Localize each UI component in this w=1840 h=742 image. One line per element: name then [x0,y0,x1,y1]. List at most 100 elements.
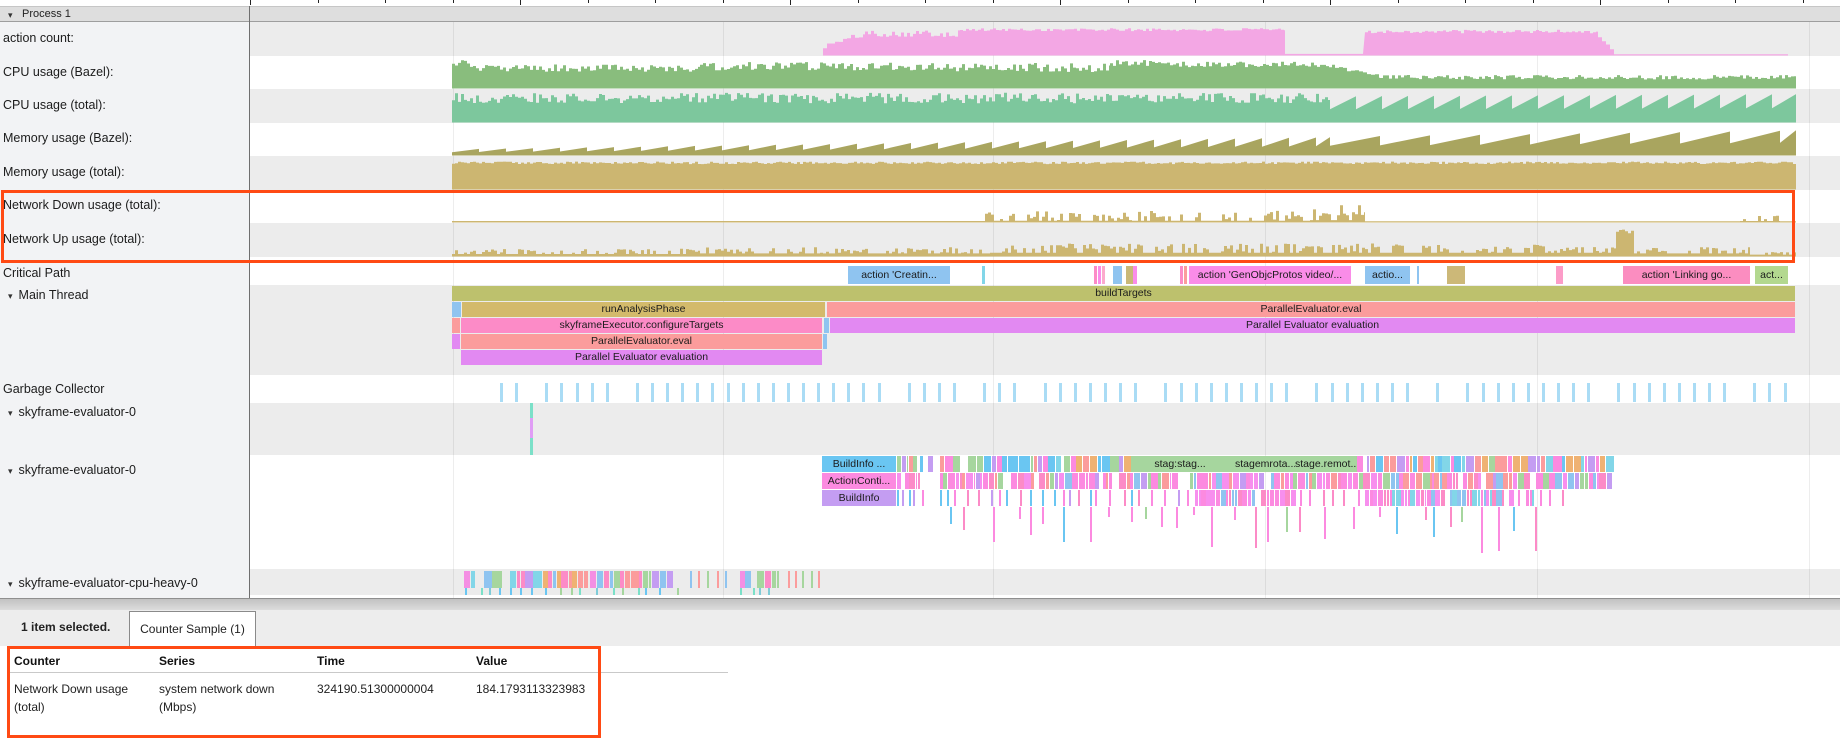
slice[interactable] [1549,473,1555,489]
cell-value[interactable]: 184.1793113323983 [476,682,586,696]
gc-event-tick[interactable] [1179,383,1183,402]
gc-event-tick[interactable] [1315,383,1319,402]
slice[interactable] [1012,456,1019,472]
collapse-icon[interactable]: ▾ [8,10,13,20]
gc-event-tick[interactable] [1013,383,1017,402]
slice[interactable] [1140,473,1148,489]
gc-event-tick[interactable] [771,383,775,402]
gc-event-tick[interactable] [1723,383,1727,402]
slice[interactable] [1286,507,1289,532]
slice[interactable] [980,473,983,489]
slice[interactable] [1156,473,1158,489]
slice[interactable] [1134,473,1141,489]
slice[interactable] [596,571,604,588]
slice[interactable] [1454,456,1462,472]
slice[interactable] [1024,473,1031,489]
slice[interactable] [963,507,966,530]
gc-event-tick[interactable] [741,383,745,402]
gc-event-tick[interactable] [515,383,519,402]
slice[interactable] [1469,490,1472,506]
slice[interactable] [579,588,581,595]
slice[interactable] [596,588,599,595]
gc-event-tick[interactable] [1270,383,1274,402]
slice[interactable] [1078,473,1086,489]
gc-event-tick[interactable] [953,383,956,402]
slice[interactable] [1209,473,1212,489]
slice[interactable] [651,571,659,588]
slice[interactable] [1322,490,1325,506]
slice[interactable] [1160,507,1163,527]
slice[interactable] [940,490,942,506]
slice[interactable] [794,571,797,588]
slice-fragment[interactable] [452,334,460,349]
slice[interactable] [1290,473,1293,489]
slice[interactable] [716,571,719,588]
slice[interactable] [1579,473,1585,489]
slice[interactable] [1405,456,1409,472]
slice[interactable] [1431,490,1435,506]
gc-event-tick[interactable] [786,383,790,402]
slice[interactable] [510,571,516,588]
slice[interactable]: Parallel Evaluator evaluation [830,318,1795,333]
slice[interactable] [1416,473,1423,489]
slice[interactable] [690,571,692,588]
slice[interactable]: BuildInfo ... [822,456,896,472]
slice[interactable] [1363,473,1371,489]
slice[interactable] [948,473,956,489]
slice[interactable] [1352,473,1358,489]
slice[interactable] [1489,490,1492,506]
slice[interactable] [1228,490,1232,506]
slice[interactable] [909,490,912,506]
slice[interactable] [471,571,475,588]
slice[interactable] [1018,473,1024,489]
gc-event-tick[interactable] [1783,383,1787,402]
slice[interactable] [1254,507,1257,548]
slice[interactable] [1480,507,1483,553]
slice[interactable] [953,490,956,506]
slice[interactable] [996,456,1002,472]
slice[interactable] [1063,490,1066,506]
slice[interactable] [1412,456,1418,472]
slice[interactable] [1305,473,1309,489]
slice[interactable] [1031,473,1035,489]
counter-chart-mem-total[interactable] [250,156,1840,190]
slice[interactable] [561,571,569,588]
slice[interactable] [1478,473,1482,489]
slice[interactable] [1124,456,1131,472]
slice[interactable] [521,571,525,588]
slice[interactable] [1089,507,1092,542]
slice[interactable] [818,571,821,588]
slice[interactable] [1076,456,1082,472]
slice[interactable] [1607,473,1613,489]
slice[interactable] [1593,473,1597,489]
slice[interactable] [1194,473,1196,489]
slice[interactable]: ParallelEvaluator.eval [827,302,1795,317]
slice[interactable] [1383,490,1387,506]
slice[interactable] [1279,490,1285,506]
slice[interactable] [1019,456,1025,472]
slice[interactable] [1343,490,1346,506]
slice[interactable] [965,473,973,489]
gc-event-tick[interactable] [877,383,881,402]
slice[interactable]: stagemrota... [1235,456,1295,472]
slice[interactable] [499,588,502,595]
slice[interactable] [1432,473,1434,489]
slice[interactable] [1517,490,1521,506]
slice[interactable] [943,473,948,489]
gc-event-tick[interactable] [1390,383,1394,402]
slice[interactable] [913,456,917,472]
slice[interactable] [465,588,467,595]
slice[interactable] [902,490,905,506]
slice[interactable] [1211,507,1213,547]
slice[interactable] [1077,490,1080,506]
gc-event-tick[interactable] [635,383,639,402]
slice[interactable] [1158,473,1162,489]
slice[interactable] [1341,473,1347,489]
slice[interactable] [666,571,674,588]
slice[interactable] [1030,507,1032,535]
slice[interactable] [976,456,984,472]
slice[interactable] [1395,490,1401,506]
slice[interactable] [1259,473,1264,489]
slice[interactable] [1063,507,1066,542]
slice[interactable]: action 'GenObjcProtos video/... [1189,266,1351,284]
